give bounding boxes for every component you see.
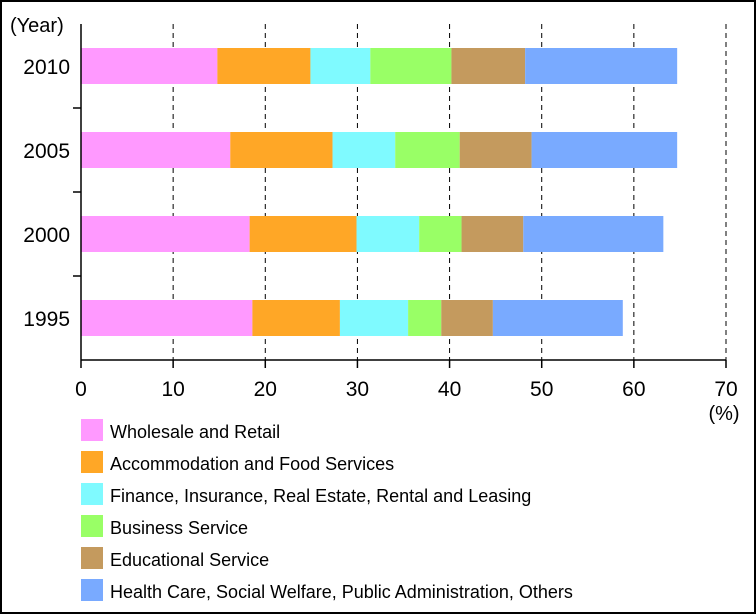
bar-segment [451, 48, 526, 84]
x-tick-label: 60 [622, 378, 645, 401]
legend-swatch [81, 579, 103, 601]
legend-label: Health Care, Social Welfare, Public Admi… [110, 582, 573, 602]
bar-segment [81, 132, 231, 168]
x-tick-label: 30 [346, 378, 369, 401]
bar-segment [81, 216, 250, 252]
legend-swatch [81, 483, 103, 505]
bar-segment [356, 216, 420, 252]
bar-segment [249, 216, 357, 252]
x-axis-unit: (%) [708, 403, 739, 425]
legend-swatch [81, 451, 103, 473]
bar-segment [81, 300, 253, 336]
bar-segment [531, 132, 678, 168]
bar-segment [81, 48, 218, 84]
y-axis-unit: (Year) [10, 15, 64, 37]
legend: Wholesale and Retail Accommodation and Fo… [81, 419, 573, 602]
legend-swatch [81, 515, 103, 537]
legend-label: Educational Service [110, 550, 269, 570]
x-tick-label: 40 [438, 378, 461, 401]
bar-segment [332, 132, 396, 168]
bar-segment [492, 300, 623, 336]
legend-label: Wholesale and Retail [110, 422, 280, 442]
bar-segment [525, 48, 678, 84]
bars [81, 48, 678, 336]
bar-segment [395, 132, 460, 168]
x-ticks: 0 10 20 30 40 50 60 70 [75, 360, 738, 401]
x-tick-label: 20 [254, 378, 277, 401]
legend-swatch [81, 419, 103, 441]
legend-label: Finance, Insurance, Real Estate, Rental … [110, 486, 531, 506]
bar-segment [523, 216, 664, 252]
y-tick-label: 2000 [23, 224, 70, 247]
bar-segment [370, 48, 452, 84]
legend-swatch [81, 547, 103, 569]
bar-segment [419, 216, 462, 252]
y-tick-label: 2005 [23, 140, 70, 163]
y-tick-label: 1995 [23, 308, 70, 331]
x-tick-label: 70 [714, 378, 737, 401]
legend-label: Accommodation and Food Services [110, 454, 394, 474]
x-tick-label: 0 [75, 378, 87, 401]
x-tick-label: 50 [530, 378, 553, 401]
bar-segment [441, 300, 493, 336]
y-tick-label: 2010 [23, 56, 70, 79]
bar-segment [461, 216, 524, 252]
bar-segment [339, 300, 409, 336]
y-tick-labels: 2010 2005 2000 1995 [23, 56, 70, 331]
bar-segment [252, 300, 340, 336]
bar-segment [230, 132, 333, 168]
bar-segment [217, 48, 311, 84]
bar-segment [459, 132, 532, 168]
x-tick-label: 10 [161, 378, 184, 401]
legend-label: Business Service [110, 518, 248, 538]
axes [73, 24, 726, 361]
bar-segment [408, 300, 442, 336]
bar-segment [310, 48, 371, 84]
